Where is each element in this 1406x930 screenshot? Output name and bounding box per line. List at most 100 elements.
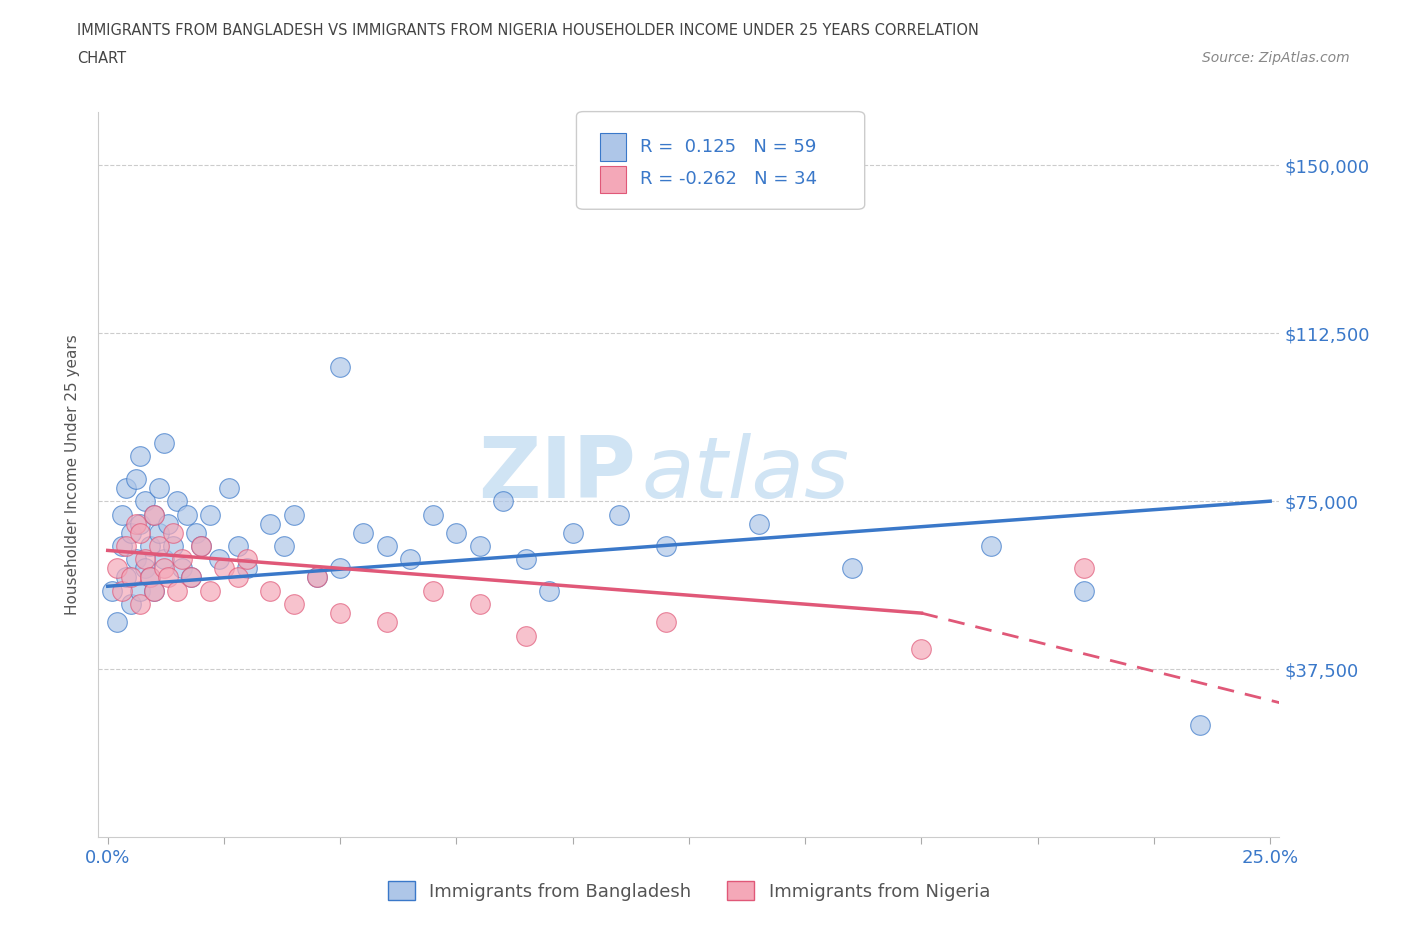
Point	[259, 516, 281, 531]
Point	[399, 551, 422, 566]
Point	[198, 507, 221, 522]
Point	[129, 583, 152, 598]
Point	[236, 551, 259, 566]
Text: CHART: CHART	[77, 51, 127, 66]
Point	[226, 570, 249, 585]
Point	[375, 615, 398, 630]
Point	[980, 538, 1002, 553]
Point	[353, 525, 375, 540]
Point	[654, 538, 676, 553]
Legend: Immigrants from Bangladesh, Immigrants from Nigeria: Immigrants from Bangladesh, Immigrants f…	[381, 874, 997, 908]
Text: atlas: atlas	[641, 432, 849, 516]
Point	[283, 507, 305, 522]
Point	[115, 538, 138, 553]
Point	[138, 570, 160, 585]
Point	[184, 525, 207, 540]
Point	[138, 570, 160, 585]
Point	[212, 561, 235, 576]
Point	[607, 507, 630, 522]
Text: R = -0.262   N = 34: R = -0.262 N = 34	[640, 170, 817, 189]
Point	[910, 642, 932, 657]
Point	[129, 525, 152, 540]
Point	[561, 525, 583, 540]
Point	[166, 494, 188, 509]
Point	[329, 561, 352, 576]
Point	[515, 628, 537, 643]
Point	[152, 435, 174, 450]
Point	[124, 472, 146, 486]
Point	[841, 561, 863, 576]
Point	[180, 570, 202, 585]
Point	[148, 480, 170, 495]
Point	[259, 583, 281, 598]
Point	[157, 570, 180, 585]
Point	[105, 561, 128, 576]
Text: R =  0.125   N = 59: R = 0.125 N = 59	[640, 138, 815, 156]
Text: IMMIGRANTS FROM BANGLADESH VS IMMIGRANTS FROM NIGERIA HOUSEHOLDER INCOME UNDER 2: IMMIGRANTS FROM BANGLADESH VS IMMIGRANTS…	[77, 23, 979, 38]
Point	[120, 525, 142, 540]
Point	[176, 507, 198, 522]
Point	[446, 525, 468, 540]
Point	[273, 538, 295, 553]
Point	[329, 605, 352, 620]
Point	[143, 583, 166, 598]
Point	[143, 583, 166, 598]
Point	[148, 538, 170, 553]
Point	[305, 570, 328, 585]
Point	[134, 561, 156, 576]
Point	[218, 480, 240, 495]
Point	[208, 551, 231, 566]
Point	[305, 570, 328, 585]
Point	[226, 538, 249, 553]
Point	[283, 597, 305, 612]
Point	[138, 538, 160, 553]
Point	[124, 551, 146, 566]
Point	[172, 551, 194, 566]
Point	[111, 507, 134, 522]
Text: ZIP: ZIP	[478, 432, 636, 516]
Point	[538, 583, 561, 598]
Point	[111, 538, 134, 553]
Point	[120, 597, 142, 612]
Point	[134, 494, 156, 509]
Point	[105, 615, 128, 630]
Point	[129, 516, 152, 531]
Point	[515, 551, 537, 566]
Point	[190, 538, 212, 553]
Point	[111, 583, 134, 598]
Point	[115, 570, 138, 585]
Point	[468, 597, 491, 612]
Point	[654, 615, 676, 630]
Point	[143, 507, 166, 522]
Point	[124, 516, 146, 531]
Point	[236, 561, 259, 576]
Point	[190, 538, 212, 553]
Point	[152, 561, 174, 576]
Point	[180, 570, 202, 585]
Point	[422, 507, 444, 522]
Point	[422, 583, 444, 598]
Point	[166, 583, 188, 598]
Point	[492, 494, 515, 509]
Point	[329, 359, 352, 374]
Point	[162, 538, 184, 553]
Text: Source: ZipAtlas.com: Source: ZipAtlas.com	[1202, 51, 1350, 65]
Point	[143, 507, 166, 522]
Point	[152, 551, 174, 566]
Point	[468, 538, 491, 553]
Point	[134, 551, 156, 566]
Point	[748, 516, 770, 531]
Point	[129, 449, 152, 464]
Point	[101, 583, 124, 598]
Point	[157, 516, 180, 531]
Point	[1073, 561, 1095, 576]
Y-axis label: Householder Income Under 25 years: Householder Income Under 25 years	[65, 334, 80, 615]
Point	[162, 525, 184, 540]
Point	[172, 561, 194, 576]
Point	[129, 597, 152, 612]
Point	[115, 480, 138, 495]
Point	[120, 570, 142, 585]
Point	[1073, 583, 1095, 598]
Point	[198, 583, 221, 598]
Point	[375, 538, 398, 553]
